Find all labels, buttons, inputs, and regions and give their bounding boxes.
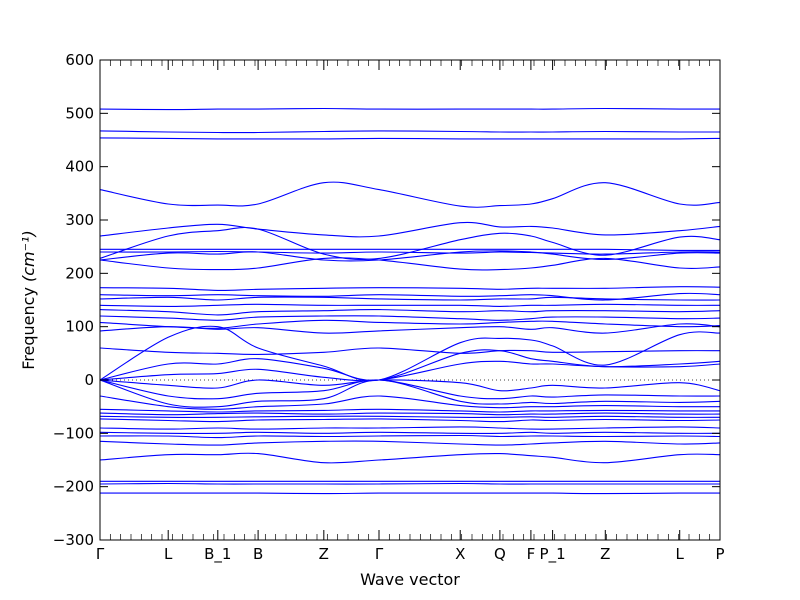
band-line-29: [99, 415, 721, 418]
band-line-16: [99, 315, 721, 321]
x-axis-ticks: Γ L B_1 B Z Γ X Q F P_1 Z L P: [96, 60, 725, 564]
band-line-26: [99, 395, 721, 410]
y-tick-label: 400: [65, 158, 94, 176]
x-tick-label: F: [527, 545, 536, 563]
band-line-34: [99, 440, 721, 446]
band-line-30: [99, 418, 721, 423]
y-tick-label: 500: [65, 104, 94, 122]
band-line-23: [99, 379, 721, 392]
band-line-3: [99, 137, 721, 140]
band-line-20: [99, 325, 721, 382]
y-tick-label: −200: [53, 478, 94, 496]
band-line-33: [99, 434, 721, 439]
band-line-5: [99, 221, 721, 238]
band-line-7: [100, 248, 721, 252]
band-line-18: [99, 323, 721, 334]
y-tick-label: 600: [65, 51, 94, 69]
plot-frame: [99, 59, 721, 541]
y-axis-title-text: Frequency: [19, 287, 38, 370]
band-line-14: [99, 303, 721, 307]
band-line-1: [99, 107, 721, 111]
x-tick-label: Z: [600, 545, 610, 563]
band-line-35: [99, 452, 721, 464]
band-line-8: [99, 250, 721, 255]
band-line-2: [99, 130, 721, 134]
band-line-19: [99, 347, 721, 355]
x-axis-title: Wave vector: [360, 570, 460, 589]
band-line-9: [99, 250, 721, 262]
band-line-13: [99, 296, 721, 301]
x-tick-label: X: [455, 545, 465, 563]
x-tick-label: P: [715, 545, 724, 563]
y-tick-label: 200: [65, 264, 94, 282]
band-line-37: [99, 482, 720, 485]
band-line-24: [99, 379, 721, 400]
grid-layer: [100, 60, 720, 540]
band-line-10: [99, 257, 721, 271]
x-tick-label: Z: [319, 545, 329, 563]
band-line-4: [99, 181, 721, 208]
x-tick-label: L: [164, 545, 173, 563]
band-line-17: [99, 319, 721, 329]
x-tick-label: B_1: [204, 545, 231, 564]
y-tick-label: −300: [53, 531, 94, 549]
y-tick-label: 300: [65, 211, 94, 229]
band-line-6: [99, 226, 721, 260]
x-tick-label: P_1: [540, 545, 566, 564]
band-line-21: [99, 349, 721, 381]
y-tick-label: −100: [53, 424, 94, 442]
band-line-31: [99, 426, 721, 430]
x-tick-label: Γ: [96, 545, 105, 563]
band-line-28: [99, 412, 721, 416]
series-layer: [99, 107, 721, 495]
band-line-38: [100, 492, 721, 495]
y-tick-label: 0: [84, 371, 94, 389]
x-tick-label: Γ: [375, 545, 384, 563]
band-line-27: [99, 408, 721, 413]
band-line-25: [99, 379, 721, 408]
band-line-32: [99, 431, 721, 434]
band-line-22: [99, 360, 721, 382]
x-tick-label: Q: [494, 545, 506, 563]
x-tick-label: L: [676, 545, 685, 563]
x-tick-label: B: [253, 545, 263, 563]
y-axis-title-unit: (cm⁻¹): [19, 230, 38, 282]
y-axis-ticks: −300 −200 −100 0 100 200 300 400 500 600: [53, 51, 720, 549]
band-line-12: [99, 292, 721, 301]
y-tick-label: 100: [65, 318, 94, 336]
y-axis-title: Frequency (cm⁻¹): [19, 230, 38, 369]
band-line-15: [99, 309, 721, 316]
band-line-11: [99, 286, 721, 291]
